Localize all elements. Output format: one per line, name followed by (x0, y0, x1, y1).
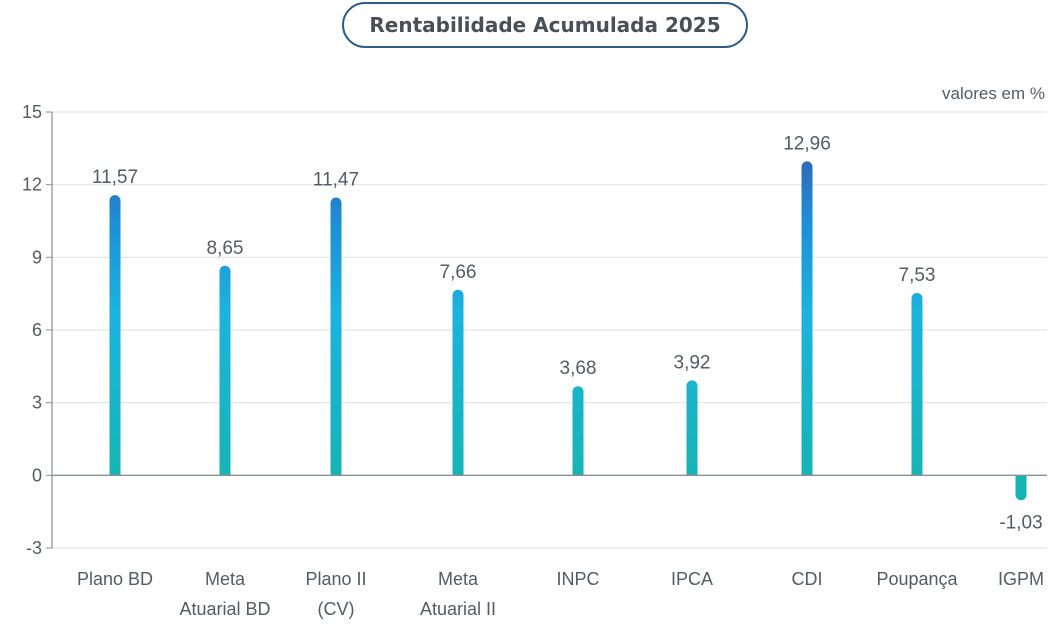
axes (46, 111, 1047, 549)
y-tick-label: 12 (22, 175, 42, 195)
bar (219, 265, 231, 476)
y-tick-label: 6 (32, 320, 42, 340)
category-label: Plano BD (77, 569, 153, 589)
data-label: 3,68 (560, 358, 597, 379)
y-tick-label: 0 (32, 465, 42, 485)
data-label: 7,53 (899, 265, 936, 286)
data-label: 11,47 (313, 170, 359, 191)
bar (109, 195, 121, 476)
data-label: 12,96 (783, 133, 831, 154)
category-label: INPC (556, 569, 599, 589)
chart-title: Rentabilidade Acumulada 2025 (342, 2, 748, 48)
data-label: 11,57 (92, 167, 138, 188)
category-label: Poupança (876, 569, 958, 589)
bar (330, 197, 342, 476)
category-label: Atuarial II (420, 599, 496, 619)
category-label: IPCA (671, 569, 713, 589)
category-label: Meta (438, 569, 479, 589)
category-label: CDI (792, 569, 823, 589)
y-tick-label: -3 (26, 538, 42, 558)
data-label: -1,03 (999, 512, 1042, 533)
y-tick-label: 9 (32, 247, 42, 267)
bar (686, 380, 698, 476)
y-tick-labels: -3 0 3 6 9 12 15 (22, 102, 42, 558)
category-label: IGPM (998, 569, 1044, 589)
category-label: Meta (205, 569, 246, 589)
bar (1015, 475, 1027, 501)
unit-note: valores em % (942, 84, 1045, 103)
grid-lines (52, 111, 1047, 549)
bar (911, 292, 923, 476)
category-label: Atuarial BD (179, 599, 270, 619)
bar (452, 289, 464, 476)
category-labels: Plano BD Meta Atuarial BD Plano II (CV) Meta A… (77, 569, 1044, 619)
data-label: 7,66 (440, 262, 477, 283)
bar (572, 386, 584, 476)
category-label: Plano II (305, 569, 366, 589)
bar (801, 161, 813, 476)
data-label: 3,92 (674, 352, 711, 373)
category-label: (CV) (318, 599, 355, 619)
data-labels: 11,57 8,65 11,47 7,66 3,68 3,92 12,96 7,53 -1,03 (92, 133, 1043, 533)
y-tick-label: 15 (22, 102, 42, 122)
y-tick-label: 3 (32, 393, 42, 413)
bars (109, 161, 1027, 501)
data-label: 8,65 (207, 238, 244, 259)
